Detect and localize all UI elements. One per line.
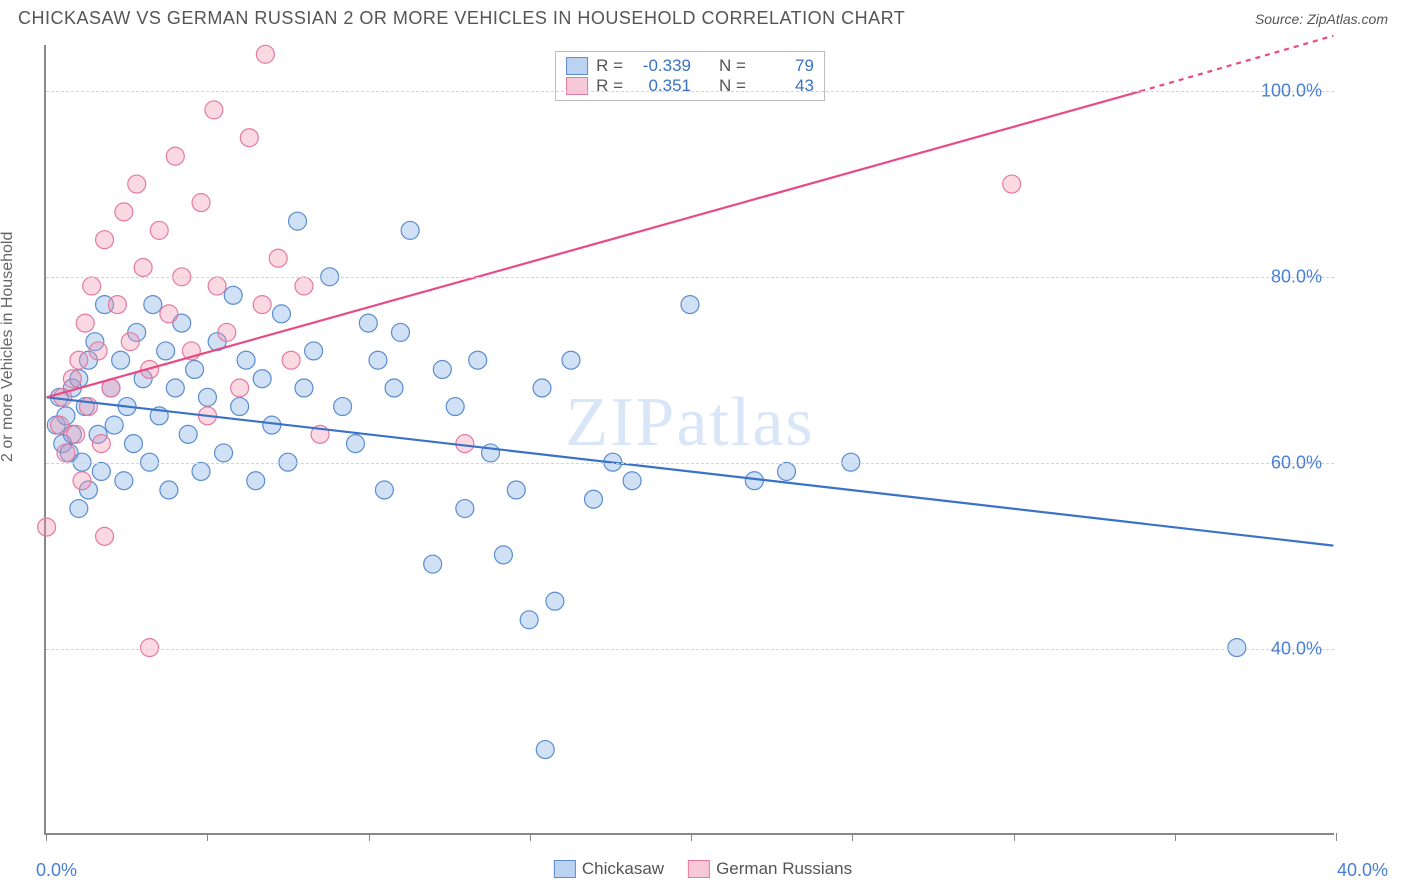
legend-bottom: Chickasaw German Russians <box>554 859 852 879</box>
stats-box: R = -0.339 N = 79 R = 0.351 N = 43 <box>555 51 825 101</box>
legend-swatch-blue <box>554 860 576 878</box>
stats-row-pink: R = 0.351 N = 43 <box>566 76 814 96</box>
chart-source: Source: ZipAtlas.com <box>1255 11 1388 27</box>
y-tick-label: 100.0% <box>1261 81 1322 102</box>
y-tick-label: 80.0% <box>1271 267 1322 288</box>
x-tick-label-max: 40.0% <box>1337 860 1388 881</box>
scatter-svg <box>46 45 1334 833</box>
y-tick-label: 40.0% <box>1271 639 1322 660</box>
chart-header: CHICKASAW VS GERMAN RUSSIAN 2 OR MORE VE… <box>0 0 1406 33</box>
stats-row-blue: R = -0.339 N = 79 <box>566 56 814 76</box>
swatch-blue <box>566 57 588 75</box>
chart-container: 2 or more Vehicles in Household ZIPatlas… <box>0 33 1406 883</box>
y-axis-label: 2 or more Vehicles in Household <box>0 232 17 462</box>
legend-item-blue: Chickasaw <box>554 859 664 879</box>
y-tick-label: 60.0% <box>1271 453 1322 474</box>
legend-item-pink: German Russians <box>688 859 852 879</box>
x-tick-label-min: 0.0% <box>36 860 77 881</box>
plot-area: ZIPatlas R = -0.339 N = 79 R = 0.351 N =… <box>44 45 1334 835</box>
chart-title: CHICKASAW VS GERMAN RUSSIAN 2 OR MORE VE… <box>18 8 905 29</box>
legend-swatch-pink <box>688 860 710 878</box>
